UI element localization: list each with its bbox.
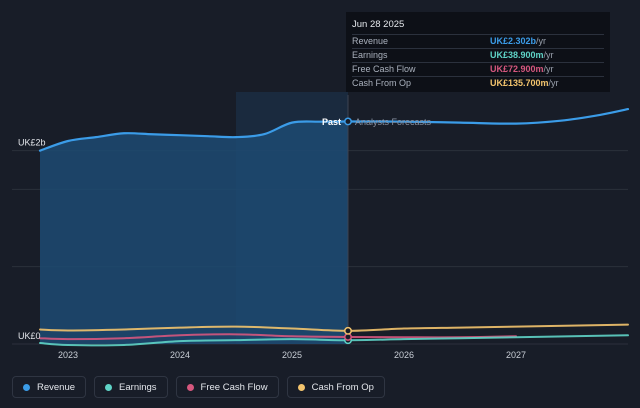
tooltip-row-cash-from-op: Cash From Op UK£135.700m /yr: [352, 76, 604, 90]
past-label: Past: [322, 117, 341, 127]
series-line-cash-from-op: [39, 323, 629, 332]
tooltip-unit: /yr: [536, 36, 547, 46]
tooltip-unit: /yr: [548, 78, 559, 88]
tooltip-label: Free Cash Flow: [352, 64, 416, 74]
marker-cash-from-op: [344, 326, 352, 335]
tooltip-label: Cash From Op: [352, 78, 412, 88]
earnings-dot-icon: [105, 383, 113, 391]
revenue-past-area: [40, 121, 348, 345]
legend-item-revenue[interactable]: Revenue: [12, 376, 87, 398]
x-tick-label: 2025: [282, 350, 302, 360]
hover-tooltip: Jun 28 2025 Revenue UK£2.302b /yr Earnin…: [346, 12, 610, 92]
tooltip-row-earnings: Earnings UK£38.900m /yr: [352, 48, 604, 62]
series-line-free-cash-flow: [39, 333, 517, 341]
legend-label: Free Cash Flow: [200, 381, 268, 393]
legend-label: Revenue: [37, 381, 76, 393]
y-tick-label: UK£0: [18, 331, 41, 341]
legend-label: Earnings: [119, 381, 157, 393]
free-cash-flow-dot-icon: [186, 383, 194, 391]
tooltip-row-revenue: Revenue UK£2.302b /yr: [352, 34, 604, 48]
tooltip-value: UK£72.900m: [490, 64, 544, 74]
x-tick-label: 2023: [58, 350, 78, 360]
x-tick-label: 2026: [394, 350, 414, 360]
series-line-earnings: [39, 334, 629, 347]
x-tick-label: 2027: [506, 350, 526, 360]
tooltip-label: Revenue: [352, 36, 389, 46]
legend-item-earnings[interactable]: Earnings: [94, 376, 168, 398]
tooltip-unit: /yr: [543, 64, 554, 74]
tooltip-date: Jun 28 2025: [352, 19, 405, 30]
chart-legend: Revenue Earnings Free Cash Flow Cash Fro…: [12, 376, 385, 398]
tooltip-value: UK£135.700m: [490, 78, 549, 88]
forecast-label: Analysts Forecasts: [355, 117, 432, 127]
series-line-revenue: [38, 108, 630, 152]
revenue-dot-icon: [23, 383, 30, 391]
tooltip-value: UK£38.900m: [490, 50, 544, 60]
legend-label: Cash From Op: [311, 381, 374, 393]
tooltip-row-free-cash-flow: Free Cash Flow UK£72.900m /yr: [352, 62, 604, 76]
legend-item-cash-from-op[interactable]: Cash From Op: [286, 376, 385, 398]
cash-from-op-dot-icon: [297, 383, 305, 391]
legend-item-free-cash-flow[interactable]: Free Cash Flow: [175, 376, 279, 398]
y-tick-label: UK£2b: [18, 138, 46, 148]
tooltip-value: UK£2.302b: [490, 36, 537, 46]
x-tick-label: 2024: [170, 350, 190, 360]
tooltip-unit: /yr: [543, 50, 554, 60]
marker-revenue: [344, 117, 352, 126]
tooltip-label: Earnings: [352, 50, 388, 60]
